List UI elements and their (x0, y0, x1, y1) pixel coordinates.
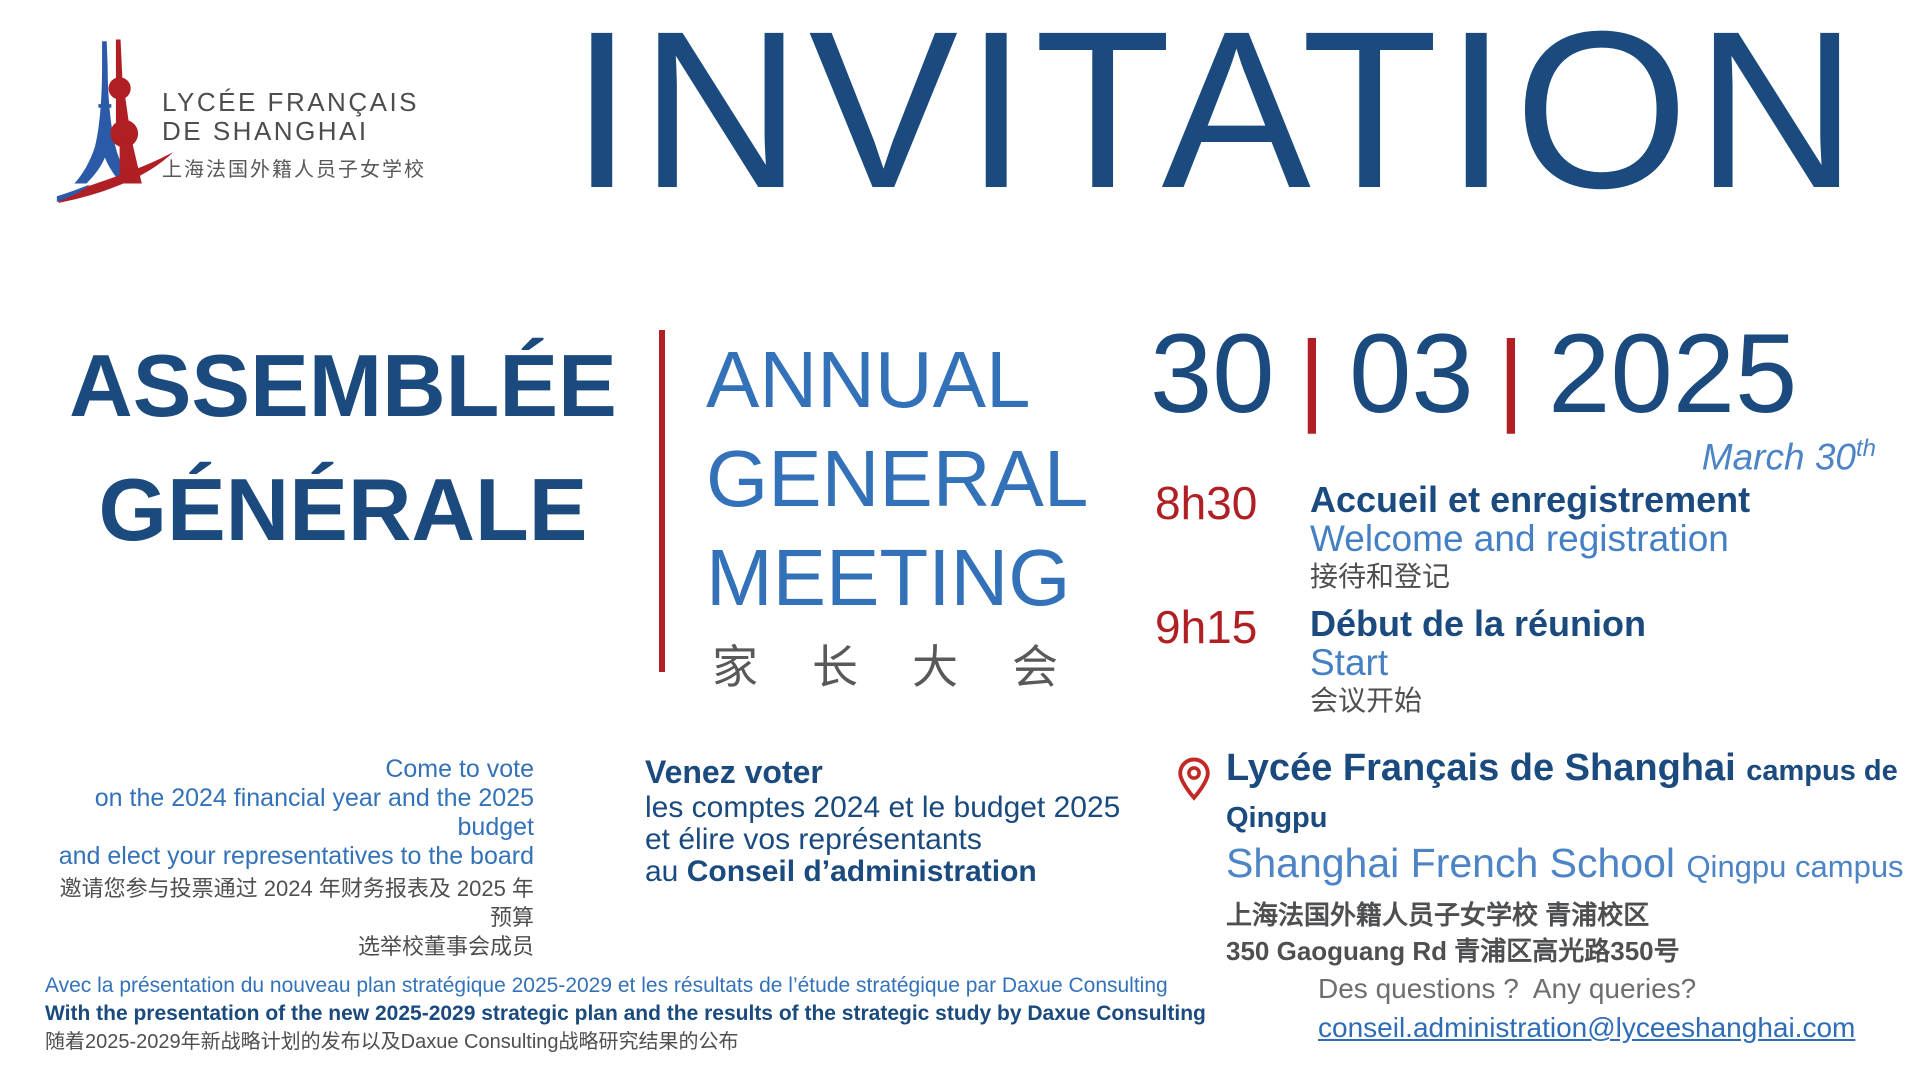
vote-fr-line1: Venez voter (645, 754, 823, 790)
venue-address: 350 Gaoguang Rd 青浦区高光路350号 (1226, 936, 1680, 966)
venue-text: Lycée Français de Shanghai campus de Qin… (1226, 746, 1920, 968)
meeting-title-french: ASSEMBLÉE GÉNÉRALE (40, 338, 646, 558)
vote-cn-line1: 邀请您参与投票通过 2024 年财务报表及 2025 年预算 (59, 876, 534, 930)
event-date: 30 | 03 | 2025 March 30th (1150, 318, 1878, 478)
venue-campus-fr: campus de Qingpu (1226, 755, 1898, 834)
venue-campus-en: Qingpu campus (1686, 849, 1904, 884)
school-name: LYCÉE FRANÇAIS DE SHANGHAI 上海法国外籍人员子女学校 (162, 88, 426, 182)
venue: Lycée Français de Shanghai campus de Qin… (1152, 746, 1920, 968)
vote-en-line1: Come to vote (385, 755, 534, 783)
event-date-english-ordinal: th (1855, 435, 1876, 462)
meeting-title-chinese: 家长大会 (712, 641, 1112, 693)
vote-call-english: Come to vote on the 2024 financial year … (40, 755, 534, 961)
strategic-plan-note: Avec la présentation du nouveau plan str… (45, 972, 1206, 1056)
date-year: 2025 (1548, 311, 1798, 436)
schedule-label-cn: 会议开始 (1310, 685, 1423, 716)
vote-cn-line2: 选举校董事会成员 (357, 934, 534, 959)
schedule-label-cn: 接待和登记 (1310, 561, 1451, 592)
date-separator: | (1497, 320, 1525, 434)
date-month: 03 (1349, 311, 1474, 436)
school-name-line1: LYCÉE FRANÇAIS (162, 87, 420, 117)
contact-question: Des questions ? Any queries? (1318, 973, 1697, 1004)
pearl-tower-icon (115, 39, 123, 79)
schedule-label-fr: Accueil et enregistrement (1310, 479, 1751, 520)
strategic-note-fr: Avec la présentation du nouveau plan str… (45, 974, 1168, 997)
school-logo-icon (56, 39, 174, 203)
event-date-english-text: March 30 (1701, 436, 1856, 478)
strategic-note-cn: 随着2025-2029年新战略计划的发布以及Daxue Consulting战略… (45, 1031, 739, 1053)
schedule-item: 8h30 Accueil et enregistrement Welcome a… (1155, 480, 1750, 596)
vote-fr-line3: et élire vos représentants (645, 823, 982, 856)
schedule-detail: Accueil et enregistrement Welcome and re… (1310, 480, 1750, 596)
location-pin-icon (1178, 757, 1210, 801)
schedule-label-en: Start (1310, 642, 1389, 683)
contact-email-link[interactable]: conseil.administration@lyceeshanghai.com (1318, 1012, 1856, 1043)
schedule-label-en: Welcome and registration (1310, 518, 1729, 559)
vote-call-french: Venez voter les comptes 2024 et le budge… (645, 752, 1120, 888)
pearl-tower-icon (115, 96, 129, 123)
meeting-title-en-line1: ANNUAL (706, 335, 1031, 424)
schedule-label-fr: Début de la réunion (1310, 603, 1647, 644)
vote-fr-line2: les comptes 2024 et le budget 2025 (645, 791, 1121, 824)
school-name-line2: DE SHANGHAI (162, 116, 369, 146)
meeting-title-fr-line1: ASSEMBLÉE (69, 336, 617, 435)
pearl-tower-icon (108, 77, 131, 100)
date-day: 30 (1150, 311, 1275, 436)
swoosh-icon (56, 184, 91, 202)
schedule-item: 9h15 Début de la réunion Start 会议开始 (1155, 604, 1750, 720)
venue-name-cn: 上海法国外籍人员子女学校 青浦校区 (1226, 900, 1650, 930)
date-separator: | (1298, 320, 1326, 434)
meeting-title-english: ANNUAL GENERAL MEETING 家长大会 (706, 330, 1112, 693)
venue-name-fr-text: Lycée Français de Shanghai (1226, 747, 1736, 789)
school-name-chinese: 上海法国外籍人员子女学校 (162, 159, 426, 181)
meeting-title-en-line2: GENERAL (706, 434, 1089, 523)
school-logo: LYCÉE FRANÇAIS DE SHANGHAI 上海法国外籍人员子女学校 (40, 28, 460, 213)
vote-en-line2: on the 2024 financial year and the 2025 … (94, 784, 534, 841)
vote-en-line3: and elect your representatives to the bo… (58, 842, 534, 870)
pearl-tower-icon (110, 119, 139, 148)
vertical-divider (659, 330, 665, 672)
contact-block: Des questions ? Any queries? conseil.adm… (1318, 972, 1855, 1048)
meeting-title-fr-line2: GÉNÉRALE (98, 460, 588, 559)
vote-fr-line4-prefix: au (645, 855, 687, 888)
meeting-title-en-line3: MEETING (706, 533, 1071, 622)
eiffel-tower-icon (74, 41, 135, 184)
event-date-english: March 30th (1150, 435, 1878, 478)
schedule: 8h30 Accueil et enregistrement Welcome a… (1155, 480, 1750, 720)
venue-name-fr: Lycée Français de Shanghai campus de Qin… (1226, 746, 1920, 840)
poster-title: INVITATION (570, 0, 1865, 235)
vote-fr-line4-bold: Conseil d’administration (686, 855, 1037, 888)
vote-fr-line4: au Conseil d’administration (645, 856, 1120, 888)
schedule-time: 8h30 (1155, 477, 1258, 529)
event-date-numbers: 30 | 03 | 2025 (1150, 311, 1878, 436)
swoosh-icon (56, 152, 174, 203)
schedule-detail: Début de la réunion Start 会议开始 (1310, 604, 1646, 720)
venue-name-en: Shanghai French School Qingpu campus (1226, 840, 1920, 890)
schedule-time: 9h15 (1155, 601, 1258, 653)
strategic-note-en: With the presentation of the new 2025-20… (45, 1002, 1206, 1025)
venue-name-en-text: Shanghai French School (1226, 840, 1676, 886)
